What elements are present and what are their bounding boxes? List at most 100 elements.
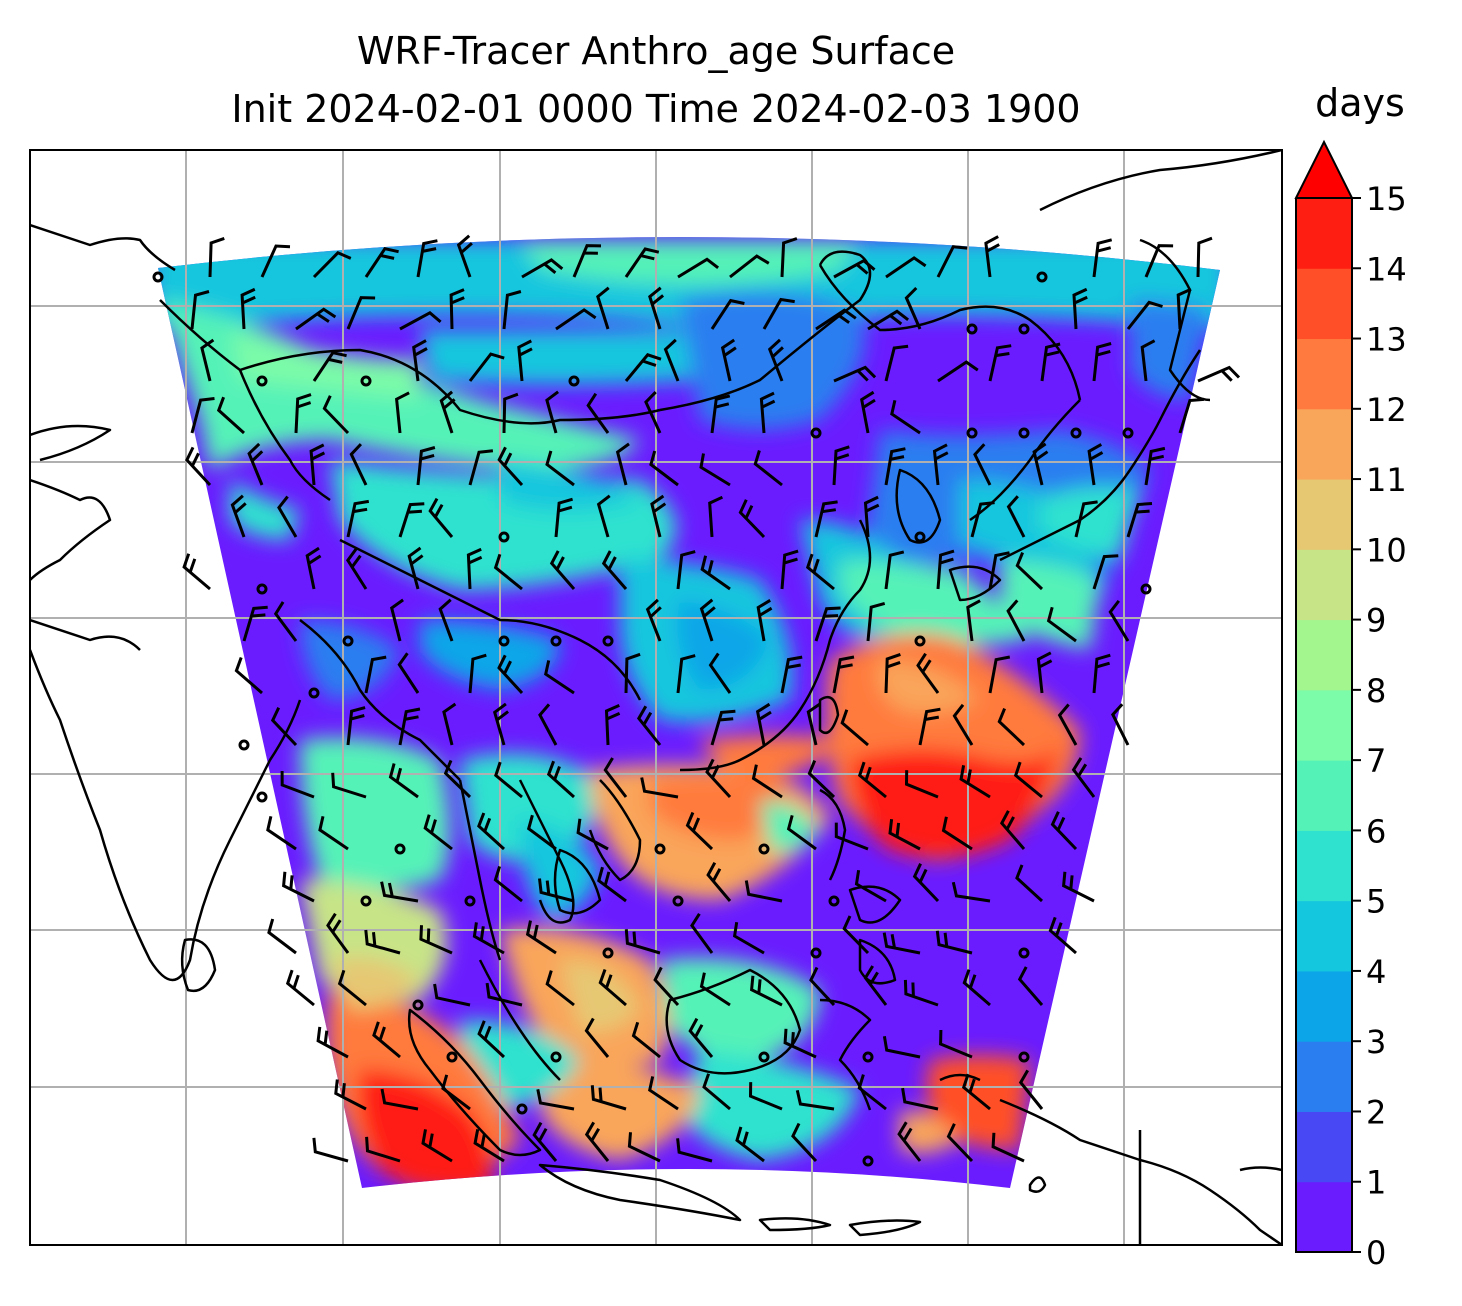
calm-wind-marker [568,375,580,387]
wind-barb [1074,500,1098,538]
wind-barb [1072,287,1088,330]
wind-barb [935,930,973,955]
wind-barb [676,550,696,590]
wind-barb [842,915,870,955]
calm-wind-marker [914,635,926,647]
calm-wind-marker [602,947,614,959]
wind-barb [1062,871,1095,903]
wind-barb [706,861,732,902]
wind-barb [1046,606,1077,643]
wind-barb [984,235,1000,278]
wind-barb [690,912,714,954]
wind-barb [1092,342,1112,382]
wind-barb [966,599,981,642]
wind-barb [780,655,803,694]
colorbar-level-11-12 [1296,408,1352,480]
wind-barb [544,660,575,695]
wind-barb [624,247,660,278]
wind-barb [525,920,557,955]
wind-barb [182,553,211,591]
wind-barb [884,447,906,486]
wind-barb [650,494,667,538]
calm-wind-marker [238,739,250,751]
wind-barb [230,494,247,538]
wind-barb [472,922,505,955]
wind-barb [705,758,732,799]
wind-barb [273,601,298,642]
colorbar-level-1-2 [1296,1111,1352,1183]
wind-barb [937,360,979,383]
wind-barb [468,352,505,382]
calm-wind-marker [966,323,978,335]
wind-barb [1050,811,1078,851]
colorbar-level-7-8 [1296,689,1352,761]
wind-barb [780,237,798,278]
wind-barb [640,777,679,799]
wind-barb [1015,864,1044,903]
wind-barb [751,764,783,799]
wind-barb [545,970,575,1007]
calm-wind-marker [360,375,372,387]
wind-barb [337,969,367,1007]
wind-barb [756,599,773,642]
colorbar-tick-label: 8 [1366,672,1386,710]
wind-barb [806,702,821,746]
calm-wind-marker [550,1051,562,1063]
wind-barb [247,442,264,486]
wind-barb [1092,653,1111,694]
wind-barb [807,760,836,799]
wind-barb [305,546,322,590]
wind-barb [663,338,680,382]
wind-barb [346,499,370,538]
wind-barb [863,495,880,538]
calm-wind-marker [256,791,268,803]
wind-barb [832,655,855,694]
wind-barb [1017,966,1044,1006]
wind-barb [676,1138,713,1163]
wind-barb [809,966,836,1007]
wind-barb [951,881,991,903]
calm-wind-marker [1018,323,1030,335]
wind-barb [521,258,564,279]
wind-barb [748,1082,783,1111]
wind-barb [939,1029,973,1059]
wind-barb [584,1017,610,1058]
wind-barb [1196,236,1213,278]
wind-barb [1176,287,1192,330]
wind-barb [1197,365,1241,383]
wind-barb [477,1020,506,1059]
colorbar-tick-label: 9 [1366,602,1386,640]
wind-barb [962,969,991,1007]
colorbar-tick-label: 4 [1366,953,1386,991]
wind-barb [493,553,523,591]
wind-barb [494,761,523,799]
wind-barb [372,1021,401,1059]
wind-barb [753,450,783,487]
wind-barb [952,703,974,746]
wind-barb [1087,443,1104,486]
tracer-age-field [158,236,1220,1188]
wind-barb [636,705,662,746]
wind-barb [596,494,611,538]
wind-barb [285,969,315,1007]
wind-barb [398,707,421,746]
calm-wind-marker [1140,583,1152,595]
wind-barb [536,1089,575,1111]
wind-barb [685,811,714,851]
wind-barb [1071,757,1096,798]
wind-barb [1040,342,1061,382]
wind-barb [814,500,838,538]
wind-barbs [152,234,1241,1167]
wind-barb [729,254,770,279]
wind-barb [322,395,350,435]
wind-barb [601,550,628,590]
wind-barb [767,338,784,382]
wind-barb [389,598,404,642]
wind-barb [549,550,576,590]
calm-wind-marker [342,635,354,647]
wind-barb [395,391,410,434]
wind-barb [428,497,454,538]
wind-barb [999,810,1026,850]
colorbar-tick-label: 3 [1366,1023,1386,1061]
wind-barb [884,652,901,694]
